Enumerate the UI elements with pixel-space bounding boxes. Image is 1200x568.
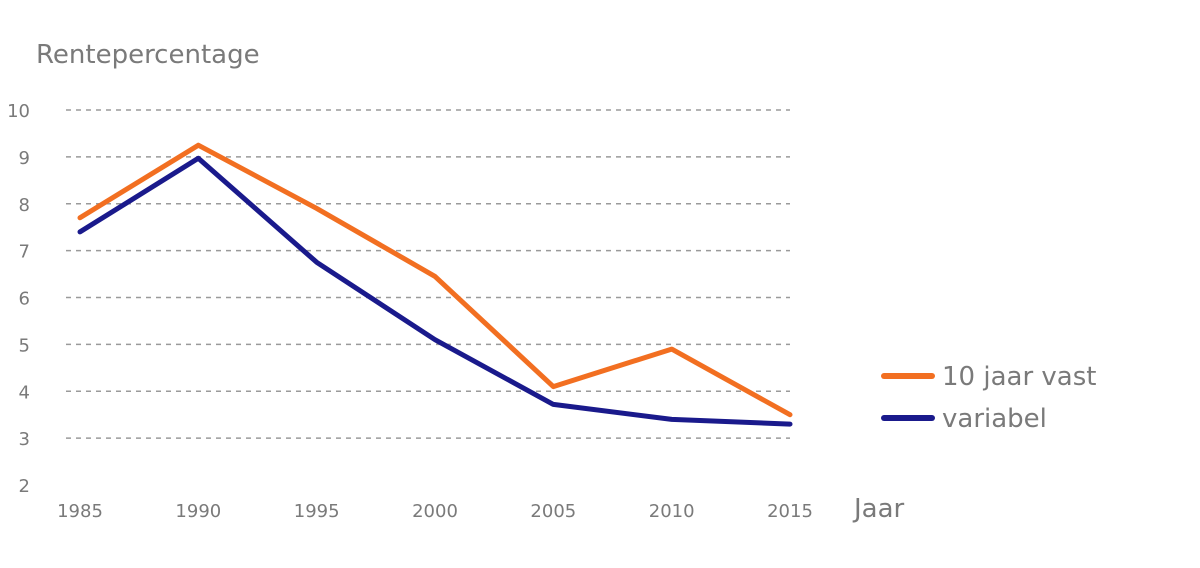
y-tick-label: 8 <box>19 195 30 216</box>
series-line-fixed-10-year <box>77 142 793 418</box>
y-tick-label: 9 <box>19 148 30 169</box>
y-tick-label: 2 <box>19 476 30 497</box>
x-tick-label: 1990 <box>175 501 221 522</box>
y-tick-label: 6 <box>19 289 30 310</box>
y-tick-labels: 2 3 4 5 6 7 8 9 10 <box>7 101 30 497</box>
y-tick-label: 5 <box>19 335 30 356</box>
gridlines <box>66 109 790 439</box>
legend-label: variabel <box>942 404 1047 434</box>
x-tick-label: 2005 <box>530 501 576 522</box>
legend-label: 10 jaar vast <box>942 362 1096 392</box>
x-tick-label: 2015 <box>767 501 813 522</box>
x-axis-title: Jaar <box>852 494 905 524</box>
y-tick-label: 4 <box>19 382 30 403</box>
y-tick-label: 10 <box>7 101 30 122</box>
x-tick-label: 1995 <box>294 501 340 522</box>
legend: 10 jaar vast variabel <box>881 362 1096 434</box>
series-lines <box>77 142 793 427</box>
y-tick-label: 3 <box>19 429 30 450</box>
x-tick-label: 1985 <box>57 501 103 522</box>
y-tick-label: 7 <box>19 242 30 263</box>
x-tick-label: 2000 <box>412 501 458 522</box>
x-tick-labels: 1985 1990 1995 2000 2005 2010 2015 <box>57 501 813 522</box>
series-line-variable <box>77 155 793 427</box>
x-tick-label: 2010 <box>649 501 695 522</box>
y-axis-title: Rentepercentage <box>36 40 260 70</box>
